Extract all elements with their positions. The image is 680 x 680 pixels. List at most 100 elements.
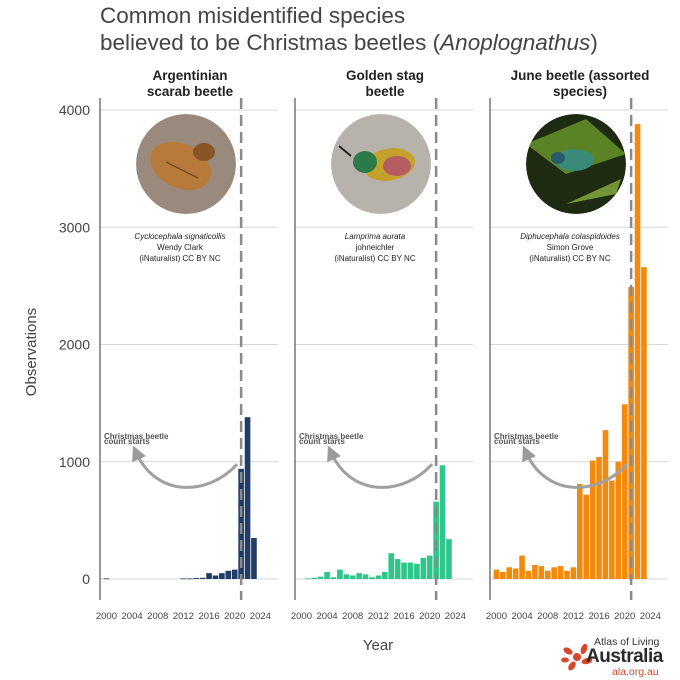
bar [602,430,609,579]
x-tick-label: 2016 [588,611,609,622]
bar [349,575,356,579]
annotation-arrow [327,445,434,489]
bar [103,578,110,580]
bar [551,567,557,579]
bar [401,562,407,579]
bar [583,494,590,579]
bar [564,570,570,579]
ala-flower-icon [561,643,593,671]
bar [596,457,602,579]
bar [519,555,525,579]
ala-logo-line1: Atlas of Living [594,636,660,648]
chart-title-line2-prefix: believed to be Christmas beetles ( [100,30,441,55]
beetle-mandible [338,145,352,157]
x-tick-label: 2020 [224,611,245,622]
ala-logo-url: ala.org.au [612,666,659,678]
x-tick-label: 2024 [250,611,271,622]
bar [199,577,206,579]
bar [621,404,628,579]
chart-title-line1: Common misidentified species [100,3,406,28]
bar [251,537,257,579]
facet-title: scarab beetle [147,84,234,99]
beetle-head [551,152,565,164]
y-tick-label: 3000 [59,219,90,235]
bar [219,573,225,579]
x-tick-label: 2008 [147,611,168,622]
bar [343,574,350,579]
photo-credit-license: (iNaturalist) CC BY NC [334,254,415,263]
bar [212,575,219,579]
photo-leaf [526,119,626,174]
brown-scarab-beetle-photo [136,114,236,214]
ala-logo-line2: Australia [586,646,663,667]
annotation-text: Christmas beetle [494,432,559,441]
x-tick-label: 2004 [122,611,143,622]
facet-title: species) [553,84,607,99]
bar [382,571,388,579]
y-tick-label: 1000 [59,454,90,470]
bar [388,553,395,579]
chart-title: Common misidentified species believed to… [100,2,598,56]
ala-logo[interactable]: Atlas of Living Australia ala.org.au [560,636,670,680]
bar [609,480,615,579]
annotation-arrow [522,445,629,489]
x-tick-label: 2008 [537,611,558,622]
bar [557,566,564,579]
bar [193,578,200,579]
x-tick-label: 2012 [368,611,389,622]
facet-title: Golden stag [346,68,424,83]
photo-leaf [566,179,621,204]
bar [500,571,506,579]
x-tick-label: 2012 [563,611,584,622]
bar [225,570,232,579]
chart-title-genus: Anoplognathus [440,30,591,55]
y-tick-label: 0 [82,571,90,587]
chart-title-line2: believed to be Christmas beetles (Anoplo… [100,29,598,56]
facet-title: Argentinian [152,68,227,83]
june-beetle-photo [526,114,626,214]
beetle-head [353,151,377,173]
bar [311,577,318,579]
bar [206,573,212,579]
x-tick-label: 2000 [96,611,117,622]
beetle-body [554,149,594,171]
x-tick-label: 2008 [342,611,363,622]
photo-credit-author: Simon Grove [547,243,594,252]
photo-credit-license: (iNaturalist) CC BY NC [529,254,610,263]
photo-credit-species: Lamprima aurata [345,232,406,241]
bar [356,573,362,579]
x-tick-label: 2000 [486,611,507,622]
bar [369,577,375,579]
photo-credit-author: johneichler [355,243,395,252]
bar [317,576,324,579]
bar [420,557,427,579]
bar [394,559,401,579]
x-tick-label: 2024 [445,611,466,622]
x-tick-label: 2016 [198,611,219,622]
bar [426,555,433,579]
bar [244,417,251,579]
bar [589,460,596,579]
bar [337,569,343,579]
x-tick-label: 2020 [419,611,440,622]
bar [641,267,647,579]
annotation-arrow [132,445,239,489]
facet-title: June beetle (assorted [511,68,650,83]
beetle-elytra-seam [165,161,199,179]
x-tick-label: 2000 [291,611,312,622]
bar [414,563,420,579]
photo-credit-species: Cyclocephala signaticollis [134,232,225,241]
bar [375,575,382,579]
bar [180,578,187,580]
bar [634,124,641,579]
bar [615,461,622,579]
bar [187,578,193,580]
x-tick-label: 2004 [317,611,338,622]
bar [628,287,634,579]
x-tick-label: 2020 [614,611,635,622]
annotation-text: count starts [299,437,345,446]
annotation-text: Christmas beetle [104,432,169,441]
